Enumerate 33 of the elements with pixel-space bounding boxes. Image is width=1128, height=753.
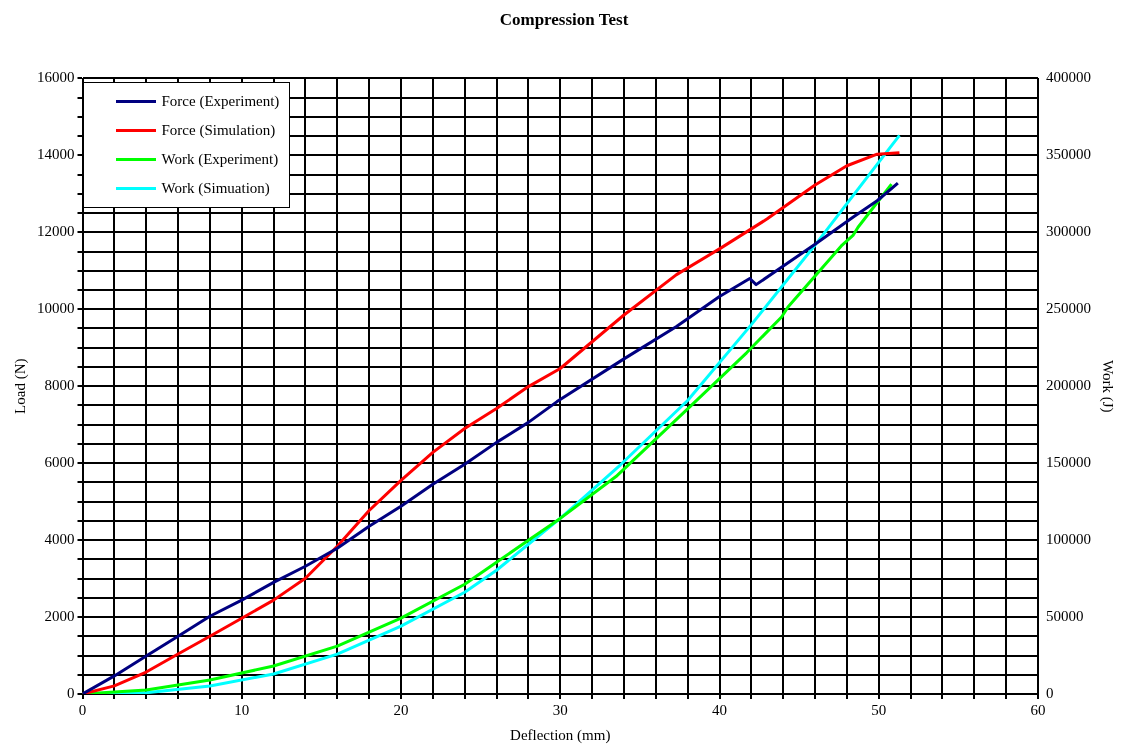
y-tick-label: 4000 xyxy=(44,531,75,548)
legend-label: Work (Simuation) xyxy=(161,180,270,197)
y-tick-label: 16000 xyxy=(37,69,75,86)
y-tick-label: 0 xyxy=(67,684,75,701)
legend-label: Force (Experiment) xyxy=(161,93,280,110)
y-tick-label: 8000 xyxy=(44,377,75,394)
x-tick-label: 20 xyxy=(393,701,409,718)
x-axis-title: Deflection (mm) xyxy=(510,726,611,744)
y-tick-label: 10000 xyxy=(37,300,75,317)
y-tick-label: 6000 xyxy=(44,454,75,471)
y2-tick-label: 100000 xyxy=(1046,531,1091,548)
y-axis-title: Load (N) xyxy=(11,358,29,414)
chart-title: Compression Test xyxy=(499,9,629,29)
y2-tick-label: 400000 xyxy=(1046,69,1091,86)
x-tick-label: 30 xyxy=(552,701,568,718)
x-tick-label: 50 xyxy=(871,701,887,718)
y2-tick-label: 200000 xyxy=(1046,377,1091,394)
legend-label: Work (Experiment) xyxy=(161,151,279,168)
y-tick-label: 2000 xyxy=(44,607,75,624)
y-tick-label: 12000 xyxy=(37,223,75,240)
y2-tick-label: 0 xyxy=(1046,684,1054,701)
y2-tick-label: 50000 xyxy=(1046,607,1084,624)
x-tick-label: 40 xyxy=(712,701,727,718)
y2-tick-label: 300000 xyxy=(1046,223,1091,240)
x-tick-label: 10 xyxy=(234,701,250,718)
y-tick-label: 14000 xyxy=(37,146,75,163)
y2-axis-title: Work (J) xyxy=(1099,359,1117,413)
x-tick-label: 60 xyxy=(1030,701,1046,718)
y2-tick-label: 250000 xyxy=(1046,300,1091,317)
y2-tick-label: 350000 xyxy=(1046,146,1091,163)
legend-label: Force (Simulation) xyxy=(161,122,276,139)
x-tick-label: 0 xyxy=(78,701,87,718)
y2-tick-label: 150000 xyxy=(1046,454,1091,471)
